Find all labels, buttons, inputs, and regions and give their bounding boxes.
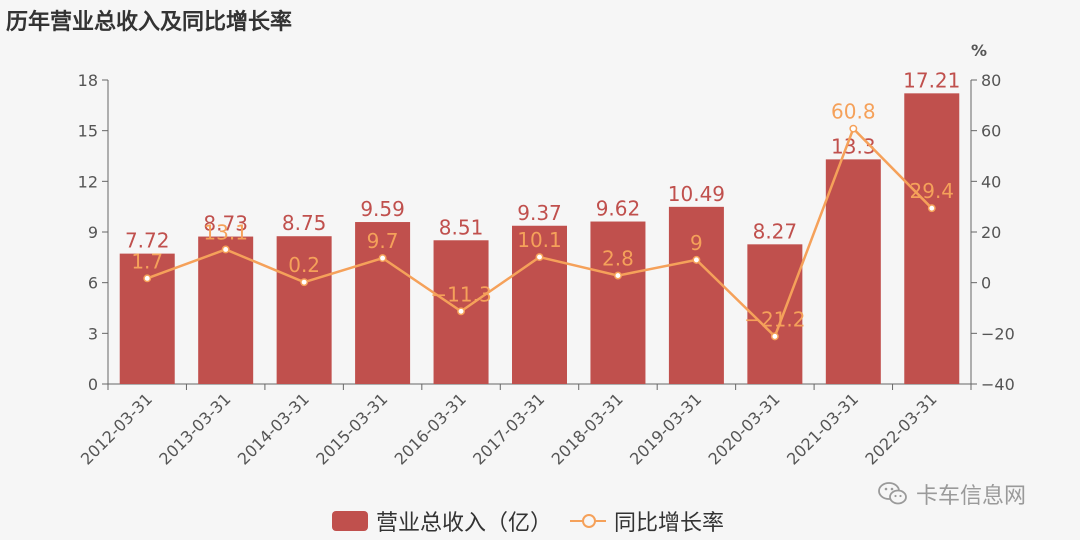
x-tick-label: 2017-03-31 xyxy=(469,389,548,468)
x-tick-label: 2012-03-31 xyxy=(77,389,156,468)
left-tick-label: 18 xyxy=(78,71,98,90)
legend-label-revenue: 营业总收入（亿） xyxy=(376,511,553,536)
right-tick-label: 20 xyxy=(981,223,1001,242)
growth-rate-point xyxy=(535,253,544,262)
legend-item-growth[interactable]: 同比增长率 xyxy=(570,505,724,537)
x-tick-label: 2022-03-31 xyxy=(861,389,940,468)
legend-label-growth: 同比增长率 xyxy=(614,511,725,536)
x-tick-label: 2020-03-31 xyxy=(705,389,784,468)
right-tick-label: 40 xyxy=(981,172,1001,191)
right-tick-label: −20 xyxy=(981,324,1015,343)
left-tick-label: 15 xyxy=(78,122,98,141)
right-tick-label: 0 xyxy=(981,274,991,293)
revenue-bar-label: 8.51 xyxy=(439,215,484,239)
revenue-bar-label: 9.59 xyxy=(360,197,405,221)
legend: 营业总收入（亿） 同比增长率 xyxy=(332,506,724,536)
x-tick-label: 2013-03-31 xyxy=(155,389,234,468)
growth-rate-label: 9 xyxy=(690,231,703,255)
revenue-bar-label: 17.21 xyxy=(903,68,960,92)
revenue-bar-label: 9.37 xyxy=(517,201,562,225)
combo-chart: 0 3 6 9 12 15 18 −40 −20 0 20 40 60 80% 2012-03-31 2013… xyxy=(77,41,1015,469)
growth-rate-label: 1.7 xyxy=(131,249,163,273)
revenue-bar xyxy=(825,159,881,384)
revenue-bar xyxy=(904,93,960,384)
revenue-bar-label: 8.75 xyxy=(282,211,327,235)
x-tick-label: 2019-03-31 xyxy=(626,389,705,468)
growth-rate-label: 60.8 xyxy=(831,100,876,124)
growth-rate-point xyxy=(457,307,465,316)
revenue-bar-label: 9.62 xyxy=(596,197,641,221)
left-tick-label: 3 xyxy=(88,324,98,343)
growth-rate-label: −21.2 xyxy=(744,307,805,331)
revenue-bar-label: 10.49 xyxy=(668,182,725,206)
left-tick-label: 9 xyxy=(88,223,98,242)
growth-rate-label: 29.4 xyxy=(910,179,955,203)
left-tick-label: 0 xyxy=(88,375,98,394)
left-tick-label: 6 xyxy=(88,274,98,293)
x-tick-label: 2014-03-31 xyxy=(234,389,313,468)
growth-rate-label: 13.1 xyxy=(203,220,248,244)
legend-swatch-bar xyxy=(332,511,368,531)
growth-rate-label: 9.7 xyxy=(367,229,399,253)
chart-title: 历年营业总收入及同比增长率 xyxy=(6,10,293,35)
right-axis-unit: % xyxy=(971,41,987,60)
x-tick-label: 2015-03-31 xyxy=(312,389,391,468)
legend-item-revenue[interactable]: 营业总收入（亿） xyxy=(332,505,552,537)
growth-rate-label: 0.2 xyxy=(288,253,320,277)
watermark: 卡车信息网 xyxy=(878,478,1026,510)
growth-rate-label: −11.3 xyxy=(430,282,491,306)
growth-rate-point xyxy=(927,204,936,213)
x-tick-label: 2021-03-31 xyxy=(783,389,862,468)
growth-rate-point xyxy=(143,274,152,283)
growth-rate-point xyxy=(849,124,858,133)
growth-rate-point xyxy=(692,255,701,264)
left-tick-label: 12 xyxy=(78,172,98,191)
revenue-bar xyxy=(355,222,411,384)
growth-rate-label: 2.8 xyxy=(602,247,634,271)
growth-rate-point xyxy=(300,278,309,287)
growth-rate-label: 10.1 xyxy=(517,228,562,252)
right-tick-label: 80 xyxy=(981,71,1001,90)
growth-rate-point xyxy=(221,245,230,254)
revenue-bar xyxy=(276,236,332,384)
right-tick-label: 60 xyxy=(981,122,1001,141)
revenue-bar xyxy=(512,225,567,384)
right-tick-label: −40 xyxy=(981,375,1015,394)
legend-swatch-line xyxy=(570,511,607,531)
x-tick-label: 2018-03-31 xyxy=(548,389,627,468)
revenue-bar xyxy=(198,236,254,384)
growth-rate-point xyxy=(614,271,622,280)
revenue-bar xyxy=(747,244,803,384)
revenue-bar-label: 8.73 xyxy=(203,212,248,236)
watermark-text: 卡车信息网 xyxy=(916,484,1027,509)
x-tick-label: 2016-03-31 xyxy=(391,389,470,468)
growth-rate-point xyxy=(770,332,779,341)
revenue-bar xyxy=(590,221,646,384)
revenue-bar-label: 8.27 xyxy=(753,219,798,243)
revenue-bar-label: 7.72 xyxy=(125,229,170,253)
revenue-bar-label: 13.3 xyxy=(831,134,876,158)
revenue-bar xyxy=(668,206,724,384)
growth-rate-point xyxy=(378,254,387,263)
wechat-icon xyxy=(878,482,907,505)
